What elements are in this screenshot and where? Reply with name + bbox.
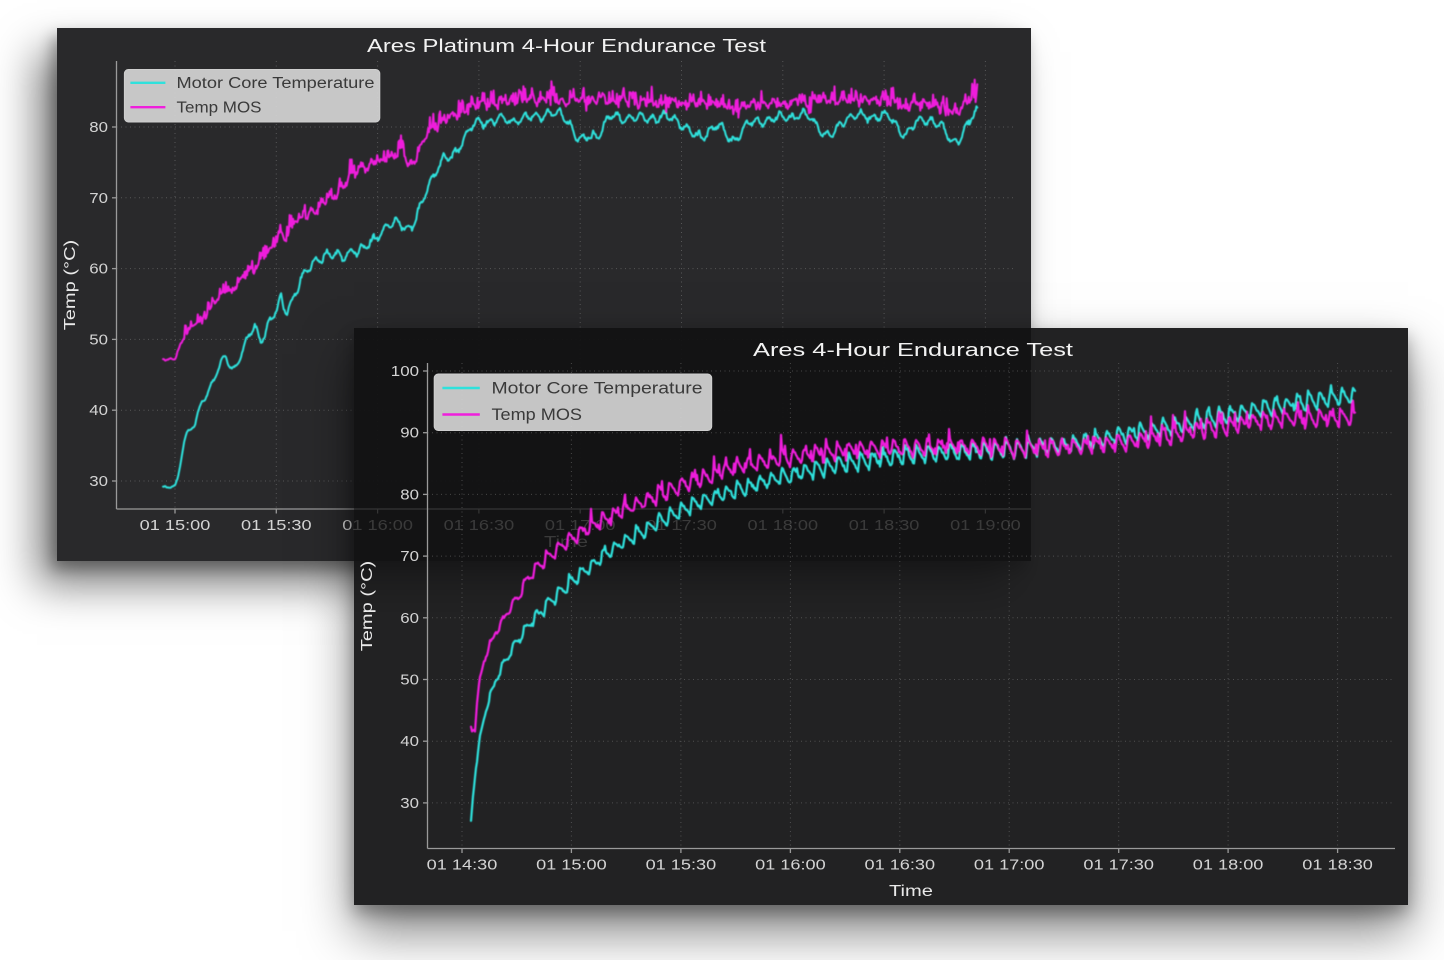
svg-text:Ares Platinum 4-Hour Endurance: Ares Platinum 4-Hour Endurance Test <box>367 36 766 56</box>
svg-text:01 15:30: 01 15:30 <box>241 517 312 534</box>
svg-text:70: 70 <box>400 548 419 565</box>
svg-text:Time: Time <box>889 883 933 900</box>
svg-text:01 18:30: 01 18:30 <box>1302 857 1373 874</box>
svg-text:01 18:00: 01 18:00 <box>1193 857 1264 874</box>
svg-text:80: 80 <box>400 486 419 503</box>
svg-text:01 15:00: 01 15:00 <box>140 517 211 534</box>
svg-text:01 18:30: 01 18:30 <box>849 517 920 534</box>
svg-text:01 16:00: 01 16:00 <box>354 517 413 534</box>
svg-text:40: 40 <box>89 402 108 419</box>
svg-text:01 16:00: 01 16:00 <box>755 857 826 874</box>
svg-text:70: 70 <box>89 190 108 207</box>
svg-text:50: 50 <box>400 672 419 689</box>
svg-text:90: 90 <box>400 425 419 442</box>
svg-text:Temp MOS: Temp MOS <box>492 406 583 424</box>
svg-text:01 18:00: 01 18:00 <box>748 517 819 534</box>
svg-text:30: 30 <box>89 473 108 490</box>
svg-text:01 14:30: 01 14:30 <box>427 857 498 874</box>
svg-text:50: 50 <box>89 331 108 348</box>
svg-text:40: 40 <box>400 733 419 750</box>
svg-text:01 17:30: 01 17:30 <box>1083 857 1154 874</box>
svg-text:01 17:00: 01 17:00 <box>545 517 616 534</box>
svg-text:01 15:30: 01 15:30 <box>646 857 717 874</box>
svg-text:Motor Core Temperature: Motor Core Temperature <box>492 380 703 398</box>
svg-text:01 16:30: 01 16:30 <box>444 517 515 534</box>
svg-text:Motor Core Temperature: Motor Core Temperature <box>177 75 375 92</box>
svg-text:Ares 4-Hour Endurance Test: Ares 4-Hour Endurance Test <box>753 340 1073 360</box>
svg-text:Temp (°C): Temp (°C) <box>359 561 376 652</box>
svg-text:Temp MOS: Temp MOS <box>177 99 262 116</box>
svg-text:80: 80 <box>89 119 108 136</box>
svg-text:100: 100 <box>391 363 419 380</box>
svg-text:Temp (°C): Temp (°C) <box>62 240 79 331</box>
svg-text:30: 30 <box>400 795 419 812</box>
svg-text:01 17:00: 01 17:00 <box>974 857 1045 874</box>
svg-text:60: 60 <box>89 261 108 278</box>
svg-text:01 15:00: 01 15:00 <box>536 857 607 874</box>
svg-text:60: 60 <box>400 610 419 627</box>
svg-text:01 16:30: 01 16:30 <box>865 857 936 874</box>
svg-text:01 19:00: 01 19:00 <box>950 517 1021 534</box>
